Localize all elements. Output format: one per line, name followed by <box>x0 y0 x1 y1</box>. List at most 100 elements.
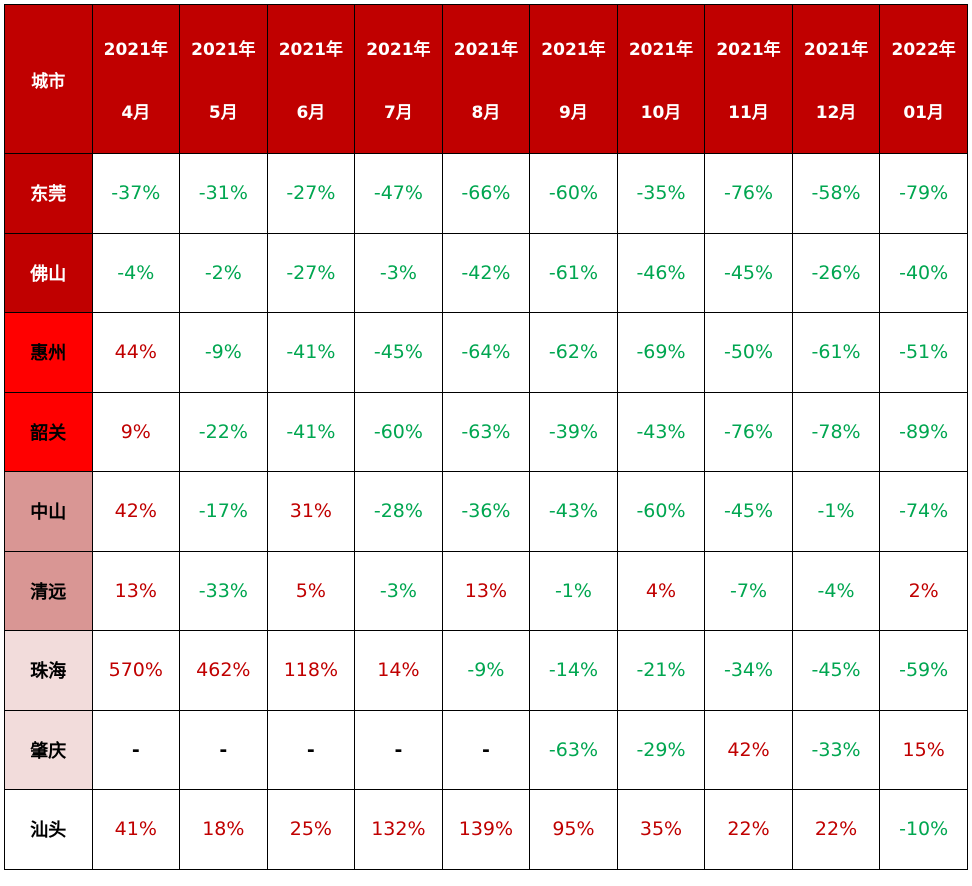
column-month: 11月 <box>728 103 769 123</box>
column-header: 2021年 8月 <box>441 4 531 154</box>
value-cell: -1% <box>529 550 618 631</box>
value-cell: -69% <box>616 312 706 393</box>
city-cell: 肇庆 <box>4 709 93 790</box>
city-cell: 东莞 <box>4 153 93 234</box>
value-cell: -45% <box>354 312 443 393</box>
city-cell: 惠州 <box>4 312 93 393</box>
column-month: 7月 <box>383 103 413 123</box>
column-year: 2021年 <box>541 40 606 60</box>
column-year: 2021年 <box>366 40 431 60</box>
column-header: 2021年 6月 <box>266 4 356 154</box>
value-cell: -41% <box>266 391 356 472</box>
column-month: 4月 <box>121 103 151 123</box>
column-month: 8月 <box>471 103 501 123</box>
value-cell: -9% <box>441 630 531 711</box>
value-cell: -42% <box>441 232 531 313</box>
value-cell: -60% <box>354 391 443 472</box>
value-cell: -63% <box>529 709 618 790</box>
city-cell: 佛山 <box>4 232 93 313</box>
data-row: 佛山 -4% -2% -27% -3% -42% -61% -46% -45% -26% -40% <box>4 232 968 313</box>
column-year: 2021年 <box>103 40 168 60</box>
data-table: 城市 2021年 4月 2021年 5月 2021年 6月 2021年 7月 2021年 8月 20… <box>4 4 968 870</box>
data-row: 韶关 9% -22% -41% -60% -63% -39% -43% -76% -78% -89% <box>4 391 968 472</box>
city-cell: 韶关 <box>4 391 93 472</box>
table-head: 城市 2021年 4月 2021年 5月 2021年 6月 2021年 7月 2021年 8月 20… <box>4 4 968 154</box>
city-cell: 中山 <box>4 471 93 552</box>
value-cell: -10% <box>879 789 968 870</box>
value-cell: 462% <box>179 630 268 711</box>
value-cell: -41% <box>266 312 356 393</box>
data-row: 汕头 41% 18% 25% 132% 139% 95% 35% 22% 22% -10% <box>4 789 968 870</box>
value-cell: -51% <box>879 312 968 393</box>
value-cell: -3% <box>354 232 443 313</box>
value-cell: -1% <box>791 471 881 552</box>
value-cell: -59% <box>879 630 968 711</box>
value-cell: -79% <box>879 153 968 234</box>
column-month: 10月 <box>640 103 682 123</box>
city-cell: 清远 <box>4 550 93 631</box>
column-month: 5月 <box>208 103 238 123</box>
value-cell: -78% <box>791 391 881 472</box>
data-row: 中山 42% -17% 31% -28% -36% -43% -60% -45% -1% -74% <box>4 471 968 552</box>
value-cell: -39% <box>529 391 618 472</box>
value-cell: -45% <box>704 471 793 552</box>
value-cell: -14% <box>529 630 618 711</box>
value-cell: 25% <box>266 789 356 870</box>
value-cell: -43% <box>529 471 618 552</box>
value-cell: -26% <box>791 232 881 313</box>
value-cell: -33% <box>791 709 881 790</box>
value-cell: -34% <box>704 630 793 711</box>
column-header: 2021年 4月 <box>91 4 181 154</box>
value-cell: -58% <box>791 153 881 234</box>
value-cell: -43% <box>616 391 706 472</box>
value-cell: -35% <box>616 153 706 234</box>
value-cell: 15% <box>879 709 968 790</box>
data-row: 惠州 44% -9% -41% -45% -64% -62% -69% -50% -61% -51% <box>4 312 968 393</box>
value-cell: 95% <box>529 789 618 870</box>
value-cell: 132% <box>354 789 443 870</box>
value-cell: -66% <box>441 153 531 234</box>
column-year: 2021年 <box>716 40 781 60</box>
value-cell: 18% <box>179 789 268 870</box>
value-cell: -21% <box>616 630 706 711</box>
column-month: 12月 <box>815 103 857 123</box>
value-cell: 14% <box>354 630 443 711</box>
value-cell: 13% <box>91 550 181 631</box>
column-header: 2021年 12月 <box>791 4 881 154</box>
value-cell: -37% <box>91 153 181 234</box>
value-cell: -60% <box>616 471 706 552</box>
value-cell: -40% <box>879 232 968 313</box>
city-cell: 汕头 <box>4 789 93 870</box>
value-cell: - <box>266 709 356 790</box>
table-wrap: 城市 2021年 4月 2021年 5月 2021年 6月 2021年 7月 2021年 8月 20… <box>4 4 968 870</box>
header-row: 城市 2021年 4月 2021年 5月 2021年 6月 2021年 7月 2021年 8月 20… <box>4 4 968 154</box>
value-cell: -3% <box>354 550 443 631</box>
value-cell: 4% <box>616 550 706 631</box>
data-row: 肇庆 - - - - - -63% -29% 42% -33% 15% <box>4 709 968 790</box>
table-body: 东莞 -37% -31% -27% -47% -66% -60% -35% -76% -58% -7… <box>4 153 968 870</box>
column-header: 2021年 9月 <box>529 4 618 154</box>
value-cell: 31% <box>266 471 356 552</box>
column-header: 2021年 5月 <box>179 4 268 154</box>
column-month: 6月 <box>296 103 326 123</box>
value-cell: 2% <box>879 550 968 631</box>
value-cell: - <box>91 709 181 790</box>
value-cell: -7% <box>704 550 793 631</box>
value-cell: -22% <box>179 391 268 472</box>
column-year: 2021年 <box>628 40 694 60</box>
value-cell: 5% <box>266 550 356 631</box>
value-cell: - <box>441 709 531 790</box>
value-cell: -76% <box>704 391 793 472</box>
value-cell: -2% <box>179 232 268 313</box>
column-year: 2021年 <box>803 40 869 60</box>
value-cell: -63% <box>441 391 531 472</box>
value-cell: 22% <box>791 789 881 870</box>
value-cell: -45% <box>791 630 881 711</box>
value-cell: -27% <box>266 232 356 313</box>
value-cell: -89% <box>879 391 968 472</box>
value-cell: 22% <box>704 789 793 870</box>
value-cell: 44% <box>91 312 181 393</box>
value-cell: -61% <box>791 312 881 393</box>
value-cell: 570% <box>91 630 181 711</box>
